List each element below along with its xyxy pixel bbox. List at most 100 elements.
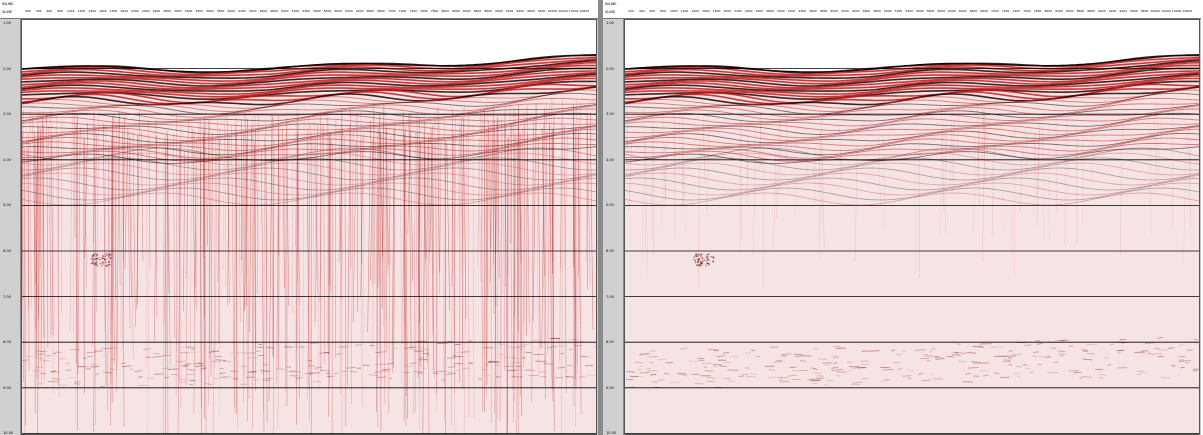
xline-tick-label: 7600: [1023, 9, 1031, 13]
xline-tick-label: 5200: [894, 9, 903, 13]
xline-tick-label: 10000: [547, 9, 558, 13]
time-tick-label: 10.00: [3, 431, 14, 435]
time-gridlines: [21, 68, 597, 434]
xline-tick-label: 10200: [558, 9, 568, 13]
xline-tick-label: 3800: [216, 9, 225, 13]
xline-tick-label: 9400: [1119, 9, 1128, 13]
xline-tick-label: 7800: [1033, 9, 1042, 13]
xline-tick-label: 1200: [680, 9, 689, 13]
xline-tick-label: 10400: [1171, 9, 1182, 13]
time-tick-label: 5.00: [3, 203, 11, 208]
seismic-section-left: [21, 19, 597, 435]
xline-tick-label: 5200: [291, 9, 300, 13]
xline-tick-label: 3200: [787, 9, 796, 13]
xline-tick-label: 6000: [334, 9, 343, 13]
xline-tick-label: 1600: [702, 9, 710, 13]
xline-tick-label: 600: [649, 9, 656, 13]
time-tick-label: 5.00: [606, 203, 614, 208]
xline-tick-label: 7400: [409, 9, 418, 13]
time-tick-label: 4.00: [3, 157, 11, 162]
xline-tick-label: 7000: [387, 9, 396, 13]
xline-tick-label: 8800: [1087, 9, 1095, 13]
xline-tick-label: 3000: [776, 9, 785, 13]
xline-tick-label: 7800: [430, 9, 439, 13]
time-tick-label: 1.00: [606, 21, 614, 25]
seabed-reflector: [21, 54, 597, 73]
xline-tick-label: 2800: [766, 9, 774, 13]
time-tick-label: 1.00: [3, 21, 11, 25]
seismic-panel-right: INLINE XLINE 200 400 600 800 1000 1200 1400 160…: [603, 0, 1201, 435]
sediment-fill: [21, 54, 597, 435]
xline-tick-label: 5400: [302, 9, 311, 13]
xline-tick-label: 9800: [537, 9, 546, 13]
seismic-section-right: [624, 19, 1200, 435]
xline-tick-label: 6000: [937, 9, 946, 13]
xline-tick-label: 6800: [980, 9, 988, 13]
xline-tick-label: 200: [25, 9, 31, 13]
time-tick-label: 4.00: [606, 157, 614, 162]
xline-tick-label: 9000: [494, 9, 503, 13]
xline-tick-label: 9200: [505, 9, 514, 13]
xline-tick-label: 5000: [280, 9, 289, 13]
xline-tick-label: 4600: [862, 9, 871, 13]
time-tick-label: 2.00: [606, 66, 614, 71]
xline-tick-label: 9600: [527, 9, 535, 13]
xline-tick-label: 1000: [669, 9, 678, 13]
xline-tick-label: 2400: [141, 9, 150, 13]
xline-tick-label: 10600: [1182, 9, 1193, 13]
deep-reflections: [22, 253, 597, 389]
xline-tick-label: 3600: [809, 9, 817, 13]
time-tick-label: 7.00: [3, 294, 11, 299]
xline-tick-label: 4200: [238, 9, 246, 13]
xline-tick-label: 2200: [734, 9, 742, 13]
header-axis-right: INLINE XLINE 200 400 600 800 1000 1200 1400 160…: [603, 0, 1201, 19]
xline-tick-label: 800: [660, 9, 666, 13]
xline-tick-label: 5400: [905, 9, 914, 13]
xline-tick-label: 6400: [355, 9, 364, 13]
xline-tick-label: 4000: [830, 9, 839, 13]
xline-tick-label: 10200: [1161, 9, 1171, 13]
time-tick-label: 8.00: [606, 340, 614, 345]
xline-tick-label: 3800: [819, 9, 828, 13]
deep-reflections: [625, 253, 1200, 389]
time-axis-right: 1.00 2.00 3.00 4.00 5.00 6.00 7.00 8.00 9.00 10.0…: [603, 19, 624, 435]
xline-tick-label: 4400: [248, 9, 257, 13]
xline-tick-label: 4600: [259, 9, 268, 13]
xline-tick-label: 3400: [798, 9, 807, 13]
inline-label: INLINE: [605, 2, 617, 6]
xline-tick-label: 2000: [120, 9, 129, 13]
time-tick-label: 8.00: [3, 340, 11, 345]
xline-tick-label: 4000: [227, 9, 236, 13]
xline-tick-label: 7200: [398, 9, 407, 13]
time-tick-label: 9.00: [3, 385, 11, 390]
panel-divider[interactable]: [598, 0, 603, 435]
xline-tick-label: 2200: [131, 9, 139, 13]
time-tick-label: 7.00: [606, 294, 614, 299]
xline-tick-label: 7600: [420, 9, 428, 13]
xline-tick-label: 6200: [345, 9, 353, 13]
xline-tick-label: 6800: [377, 9, 385, 13]
xline-tick-label: 2800: [163, 9, 171, 13]
xline-tick-label: 1400: [88, 9, 97, 13]
xline-tick-label: 4400: [851, 9, 860, 13]
xline-tick-label: 9400: [516, 9, 525, 13]
xline-tick-label: 6600: [366, 9, 375, 13]
time-tick-label: 2.00: [3, 66, 11, 71]
xline-tick-label: 9800: [1140, 9, 1149, 13]
xline-tick-label: 1800: [109, 9, 118, 13]
xline-tick-label: 5600: [313, 9, 321, 13]
xline-tick-label: 200: [628, 9, 634, 13]
xline-tick-label: 400: [638, 9, 645, 13]
xline-tick-label: 6200: [948, 9, 956, 13]
xline-tick-label: 8200: [452, 9, 460, 13]
xline-tick-label: 3600: [206, 9, 214, 13]
xline-tick-label: 2000: [723, 9, 732, 13]
xline-label: XLINE: [605, 10, 616, 14]
noise-streaks: [624, 98, 1192, 289]
xline-label: XLINE: [2, 10, 13, 14]
sediment-reflectors: [624, 54, 1200, 206]
time-tick-label: 3.00: [3, 112, 11, 117]
xline-tick-label: 2600: [152, 9, 161, 13]
xline-tick-label: 8600: [1076, 9, 1085, 13]
xline-tick-label: 5800: [926, 9, 935, 13]
